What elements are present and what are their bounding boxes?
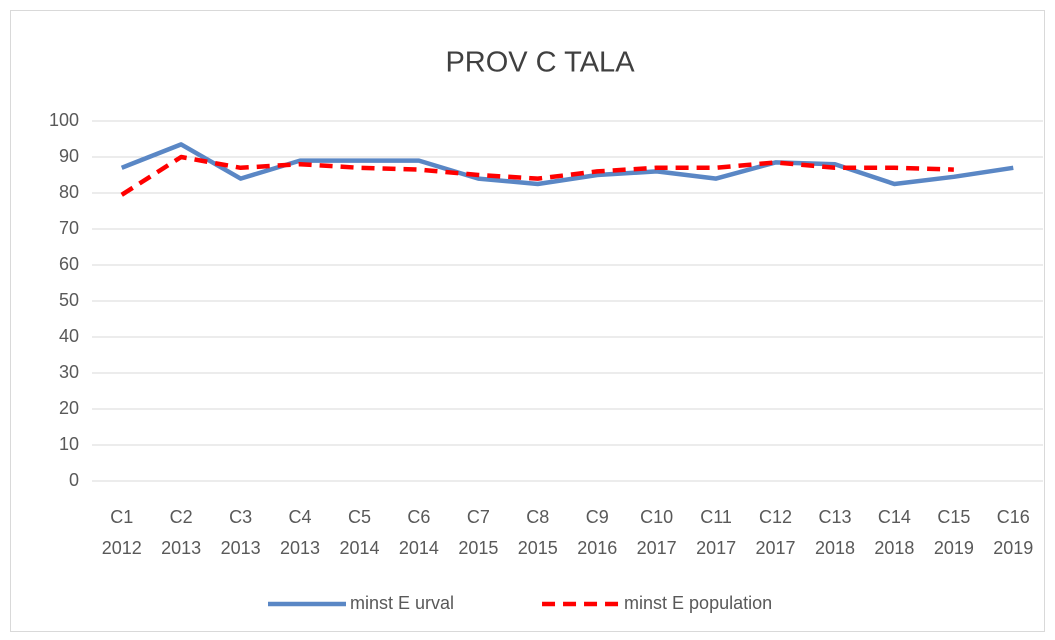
y-tick-label: 20 <box>59 398 79 418</box>
y-tick-label: 0 <box>69 470 79 490</box>
y-tick-label: 100 <box>49 110 79 130</box>
x-tick-label: 2012 <box>102 538 142 558</box>
x-tick-label: 2015 <box>458 538 498 558</box>
y-tick-label: 50 <box>59 290 79 310</box>
y-tick-label: 60 <box>59 254 79 274</box>
x-tick-label: 2019 <box>993 538 1033 558</box>
series-line <box>120 142 1014 187</box>
y-tick-label: 80 <box>59 182 79 202</box>
x-tick-label: C12 <box>759 507 792 527</box>
x-tick-label: C1 <box>110 507 133 527</box>
x-tick-label: 2014 <box>399 538 439 558</box>
x-tick-label: C7 <box>467 507 490 527</box>
x-tick-label: C8 <box>526 507 549 527</box>
y-tick-label: 10 <box>59 434 79 454</box>
y-tick-label: 40 <box>59 326 79 346</box>
x-tick-label: C14 <box>878 507 911 527</box>
x-tick-label: 2018 <box>874 538 914 558</box>
x-tick-label: 2017 <box>756 538 796 558</box>
x-tick-label: C6 <box>407 507 430 527</box>
chart-frame <box>10 10 1045 632</box>
x-tick-label: 2016 <box>577 538 617 558</box>
legend-label: minst E population <box>624 593 772 613</box>
legend-label: minst E urval <box>350 593 454 613</box>
x-tick-label: 2013 <box>221 538 261 558</box>
x-tick-label: C2 <box>170 507 193 527</box>
x-tick-label: C9 <box>586 507 609 527</box>
x-tick-label: 2013 <box>161 538 201 558</box>
x-tick-label: C16 <box>997 507 1030 527</box>
x-tick-label: C5 <box>348 507 371 527</box>
x-tick-label: 2014 <box>339 538 379 558</box>
x-tick-label: 2013 <box>280 538 320 558</box>
x-tick-label: 2019 <box>934 538 974 558</box>
x-tick-label: C13 <box>818 507 851 527</box>
chart-title: PROV C TALA <box>445 47 635 79</box>
x-tick-label: 2015 <box>518 538 558 558</box>
x-tick-label: 2018 <box>815 538 855 558</box>
x-tick-label: 2017 <box>637 538 677 558</box>
series-line <box>120 154 954 197</box>
x-tick-label: C15 <box>937 507 970 527</box>
x-tick-label: C11 <box>700 507 732 527</box>
x-tick-label: C10 <box>640 507 673 527</box>
y-tick-label: 30 <box>59 362 79 382</box>
y-tick-label: 70 <box>59 218 79 238</box>
x-tick-label: 2017 <box>696 538 736 558</box>
y-tick-label: 90 <box>59 146 79 166</box>
x-tick-label: C3 <box>229 507 252 527</box>
x-tick-label: C4 <box>289 507 312 527</box>
